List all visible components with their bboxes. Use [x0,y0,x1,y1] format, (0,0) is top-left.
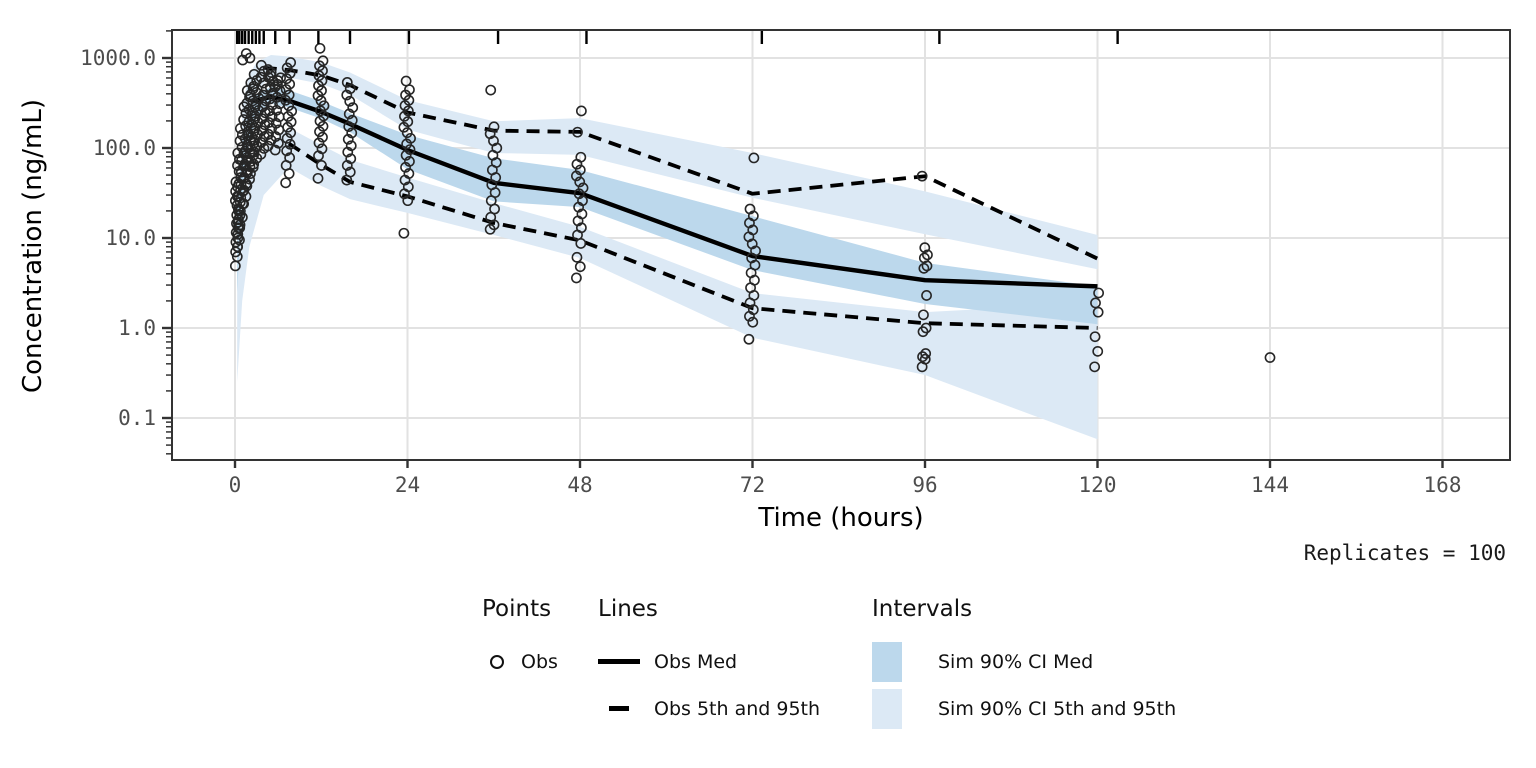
svg-text:10.0: 10.0 [105,226,156,250]
replicates-note: Replicates = 100 [1303,541,1506,565]
legend-title-lines: Lines [598,596,658,622]
legend-item-sim-ci-5-95: Sim 90% CI 5th and 95th [872,685,1176,732]
sim-ci-5-95-swatch [872,688,902,729]
legend-title-points: Points [482,596,552,622]
svg-text:96: 96 [912,473,937,497]
svg-text:120: 120 [1079,473,1117,497]
legend-label-obs: Obs [521,650,558,673]
legend-label-obs-med: Obs Med [654,650,738,673]
legend-title-intervals: Intervals [872,596,973,622]
sim-ci-med-swatch [872,641,902,682]
obs-point-icon [490,654,504,669]
svg-text:168: 168 [1424,473,1462,497]
legend-item-obs-5-95: Obs 5th and 95th [598,685,820,732]
chart-legend: Points Obs Lines Obs Med Obs 5th and 95t… [0,596,1536,756]
dashed-line-symbol-wrap [598,706,640,711]
legend-group-lines: Lines Obs Med Obs 5th and 95th [598,596,820,732]
svg-text:48: 48 [567,473,592,497]
solid-line-icon [598,659,640,664]
dashed-line-icon [609,706,629,711]
axis-ticks: 1000.0 100.0 10.0 1.0 0.1 0 24 48 72 96 120 144 168 [80,30,1462,497]
svg-text:100.0: 100.0 [93,136,156,160]
svg-text:1000.0: 1000.0 [80,46,156,70]
legend-label-sim-ci-5-95: Sim 90% CI 5th and 95th [938,697,1177,720]
observed-points [229,42,1276,373]
svg-text:0.1: 0.1 [118,406,156,430]
x-axis-title: Time (hours) [758,503,924,533]
svg-text:0: 0 [229,473,242,497]
svg-text:1.0: 1.0 [118,316,156,340]
legend-label-sim-ci-med: Sim 90% CI Med [938,650,1094,673]
svg-text:24: 24 [395,473,420,497]
legend-label-obs-5-95: Obs 5th and 95th [654,697,821,720]
legend-item-obs: Obs [482,638,558,685]
legend-group-points: Points Obs [482,596,558,685]
rug-marks [235,31,1119,44]
legend-item-obs-med: Obs Med [598,638,820,685]
legend-item-sim-ci-med: Sim 90% CI Med [872,638,1176,685]
svg-text:144: 144 [1251,473,1289,497]
y-axis-title: Concentration (ng/mL) [18,98,48,394]
solid-line-symbol-wrap [598,659,640,664]
chart-geoms [229,42,1276,440]
legend-group-intervals: Intervals Sim 90% CI Med Sim 90% CI 5th … [872,596,1176,732]
svg-text:72: 72 [740,473,765,497]
obs-point-symbol-wrap [482,654,512,669]
